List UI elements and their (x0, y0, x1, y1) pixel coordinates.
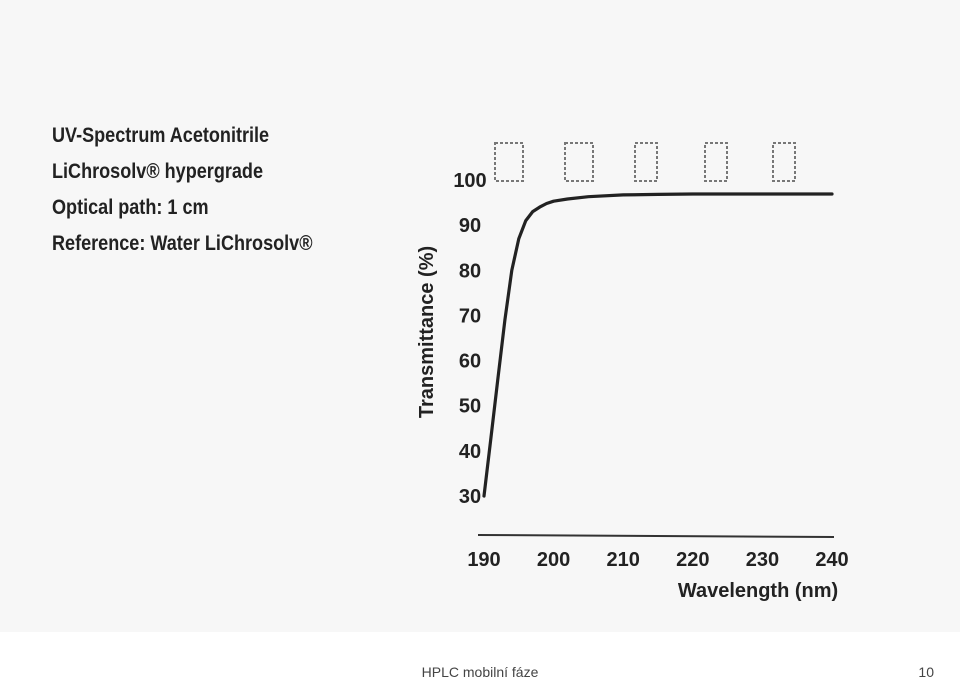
scan-mark (634, 142, 658, 182)
x-tick-label: 200 (537, 549, 570, 571)
y-tick-labels: 30 40 50 60 70 80 90 100 (453, 170, 486, 508)
slide-footer: HPLC mobilní fáze (421, 664, 539, 680)
info-line-reference: Reference: Water LiChrosolv® (52, 232, 313, 255)
scan-mark (704, 142, 728, 182)
y-tick-label: 90 (459, 215, 481, 237)
info-line-grade: LiChrosolv® hypergrade (52, 160, 264, 183)
info-line-title: UV-Spectrum Acetonitrile (52, 124, 270, 147)
page-number: 10 (918, 664, 934, 680)
x-tick-label: 210 (607, 549, 640, 571)
scan-mark (564, 142, 594, 182)
x-tick-label: 240 (815, 549, 848, 571)
x-axis-label: Wavelength (nm) (678, 580, 838, 602)
y-axis-label: Transmittance (%) (416, 246, 438, 418)
x-tick-label: 230 (746, 549, 779, 571)
y-tick-label: 30 (459, 486, 481, 508)
x-axis-line (477, 534, 835, 538)
x-tick-label: 220 (676, 549, 709, 571)
y-tick-label: 70 (459, 305, 481, 327)
y-tick-label: 80 (459, 260, 481, 282)
y-tick-label: 60 (459, 351, 481, 373)
x-tick-label: 190 (467, 549, 500, 571)
x-tick-labels: 190 200 210 220 230 240 (467, 549, 848, 571)
transmittance-chart: 30 40 50 60 70 80 90 100 190 200 210 220 230 240 Tra… (416, 142, 849, 602)
scan-mark (494, 142, 524, 182)
scanned-figure (0, 0, 960, 632)
scan-mark (772, 142, 796, 182)
series-line (482, 192, 834, 498)
y-tick-label: 100 (453, 170, 486, 192)
y-tick-label: 40 (459, 441, 481, 463)
cuvette-icons (494, 142, 796, 182)
spectrum-info: UV-Spectrum Acetonitrile LiChrosolv® hyp… (52, 118, 313, 262)
info-line-path: Optical path: 1 cm (52, 196, 209, 219)
y-tick-label: 50 (459, 396, 481, 418)
